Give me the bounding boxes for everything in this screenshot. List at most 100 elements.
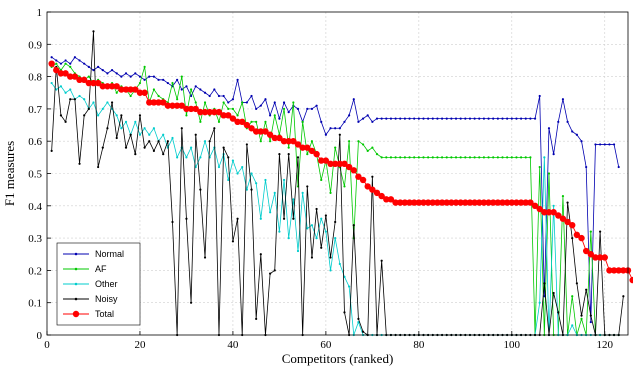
data-point-normal [464,117,466,119]
data-point-noisy [571,237,573,239]
y-tick-label: 0.2 [28,265,42,277]
legend-swatch-marker [75,298,78,301]
data-point-af [404,156,406,158]
data-point-normal [83,63,85,65]
data-point-af [469,156,471,158]
data-point-normal [390,117,392,119]
data-point-other [553,205,555,207]
y-tick-label: 0.8 [28,72,42,84]
data-point-other [250,172,252,174]
data-point-normal [78,59,80,61]
data-point-other [176,156,178,158]
data-point-other [199,156,201,158]
data-point-normal [343,121,345,123]
x-tick-label: 0 [44,339,50,351]
data-point-noisy [213,127,215,129]
data-point-other [185,156,187,158]
data-point-other [320,218,322,220]
data-point-af [334,147,336,149]
data-point-af [446,156,448,158]
y-tick-label: 0.3 [28,233,42,245]
data-point-af [548,172,550,174]
data-point-noisy [167,140,169,142]
data-point-normal [246,101,248,103]
data-point-other [315,237,317,239]
data-point-noisy [64,121,66,123]
data-point-noisy [236,218,238,220]
data-point-noisy [116,137,118,139]
data-point-af [525,156,527,158]
data-point-af [302,121,304,123]
data-point-normal [195,85,197,87]
data-point-normal [329,127,331,129]
data-point-af [422,156,424,158]
data-point-normal [585,166,587,168]
data-point-normal [209,95,211,97]
data-point-af [250,121,252,123]
data-point-normal [413,117,415,119]
data-point-other [144,127,146,129]
data-point-af [64,63,66,65]
data-point-af [116,92,118,94]
data-point-af [367,150,369,152]
data-point-other [92,101,94,103]
data-point-noisy [195,134,197,136]
data-point-noisy [585,289,587,291]
data-point-normal [422,117,424,119]
data-point-normal [139,76,141,78]
data-point-normal [311,108,313,110]
data-point-af [274,114,276,116]
data-point-noisy [139,114,141,116]
data-point-total [48,60,54,66]
data-point-normal [204,92,206,94]
data-point-noisy [130,134,132,136]
data-point-other [162,134,164,136]
data-point-af [529,156,531,158]
legend: NormalAFOtherNoisyTotal [57,243,140,325]
data-point-other [543,156,545,158]
data-point-af [241,101,243,103]
data-point-other [125,121,127,123]
data-point-normal [357,121,359,123]
data-point-noisy [325,214,327,216]
data-point-normal [162,79,164,81]
data-point-noisy [260,253,262,255]
data-point-noisy [580,315,582,317]
data-point-other [106,101,108,103]
data-point-af [562,195,564,197]
data-point-normal [120,76,122,78]
data-point-normal [51,56,53,58]
data-point-noisy [362,331,364,333]
data-point-af [283,108,285,110]
data-point-noisy [97,166,99,168]
y-tick-label: 0.9 [28,39,42,51]
data-point-normal [60,63,62,65]
data-point-noisy [92,30,94,32]
data-point-noisy [171,221,173,223]
data-point-other [311,224,313,226]
data-point-normal [236,79,238,81]
data-point-af [515,156,517,158]
data-point-noisy [181,127,183,129]
data-point-af [376,153,378,155]
data-point-af [157,95,159,97]
data-point-normal [594,143,596,145]
data-point-af [306,153,308,155]
data-point-normal [148,76,150,78]
data-point-af [571,295,573,297]
data-point-af [474,156,476,158]
data-point-other [539,302,541,304]
data-point-af [501,156,503,158]
y-tick-label: 0.1 [28,298,42,310]
data-point-noisy [357,318,359,320]
data-point-af [395,156,397,158]
data-point-total [351,167,357,173]
data-point-af [413,156,415,158]
data-point-af [343,185,345,187]
data-point-af [436,156,438,158]
data-point-af [195,101,197,103]
data-point-normal [520,117,522,119]
data-point-noisy [134,153,136,155]
data-point-other [339,263,341,265]
